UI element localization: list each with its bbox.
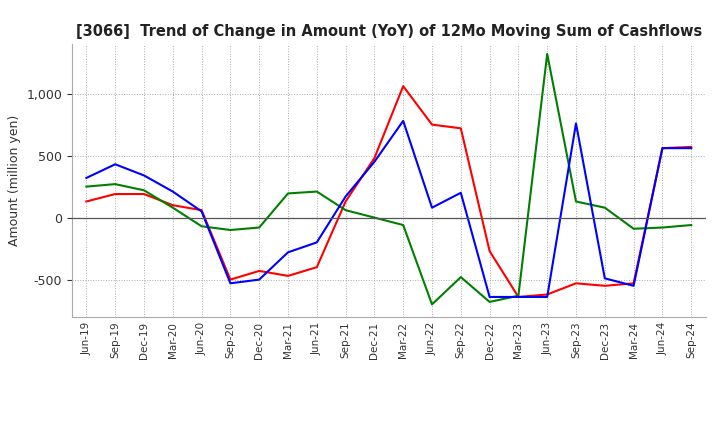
- Operating Cashflow: [600, 283, 609, 289]
- Free Cashflow: [370, 159, 379, 165]
- Line: Operating Cashflow: Operating Cashflow: [86, 86, 691, 297]
- Investing Cashflow: [514, 293, 523, 298]
- Free Cashflow: [82, 175, 91, 180]
- Operating Cashflow: [629, 281, 638, 286]
- Free Cashflow: [399, 118, 408, 124]
- Legend: Operating Cashflow, Investing Cashflow, Free Cashflow: Operating Cashflow, Investing Cashflow, …: [139, 438, 639, 440]
- Free Cashflow: [629, 283, 638, 289]
- Investing Cashflow: [82, 184, 91, 189]
- Operating Cashflow: [312, 264, 321, 270]
- Line: Free Cashflow: Free Cashflow: [86, 121, 691, 297]
- Free Cashflow: [140, 173, 148, 178]
- Operating Cashflow: [226, 277, 235, 282]
- Operating Cashflow: [111, 191, 120, 197]
- Operating Cashflow: [82, 199, 91, 204]
- Operating Cashflow: [428, 122, 436, 127]
- Operating Cashflow: [255, 268, 264, 274]
- Investing Cashflow: [629, 226, 638, 231]
- Free Cashflow: [600, 276, 609, 281]
- Investing Cashflow: [341, 208, 350, 213]
- Free Cashflow: [312, 240, 321, 245]
- Free Cashflow: [456, 190, 465, 195]
- Operating Cashflow: [341, 199, 350, 204]
- Free Cashflow: [111, 161, 120, 167]
- Investing Cashflow: [658, 225, 667, 230]
- Investing Cashflow: [485, 299, 494, 304]
- Operating Cashflow: [543, 292, 552, 297]
- Investing Cashflow: [312, 189, 321, 194]
- Operating Cashflow: [399, 84, 408, 89]
- Investing Cashflow: [572, 199, 580, 204]
- Investing Cashflow: [370, 215, 379, 220]
- Investing Cashflow: [399, 222, 408, 227]
- Free Cashflow: [658, 146, 667, 151]
- Investing Cashflow: [255, 225, 264, 230]
- Investing Cashflow: [111, 181, 120, 187]
- Investing Cashflow: [428, 302, 436, 307]
- Operating Cashflow: [514, 294, 523, 300]
- Y-axis label: Amount (million yen): Amount (million yen): [8, 115, 21, 246]
- Free Cashflow: [197, 209, 206, 214]
- Investing Cashflow: [543, 51, 552, 57]
- Operating Cashflow: [456, 126, 465, 131]
- Operating Cashflow: [572, 281, 580, 286]
- Free Cashflow: [226, 281, 235, 286]
- Operating Cashflow: [140, 191, 148, 197]
- Free Cashflow: [255, 277, 264, 282]
- Operating Cashflow: [370, 155, 379, 161]
- Free Cashflow: [168, 189, 177, 194]
- Free Cashflow: [543, 294, 552, 300]
- Operating Cashflow: [168, 202, 177, 208]
- Investing Cashflow: [168, 205, 177, 210]
- Free Cashflow: [687, 146, 696, 151]
- Operating Cashflow: [485, 249, 494, 254]
- Line: Investing Cashflow: Investing Cashflow: [86, 54, 691, 304]
- Investing Cashflow: [226, 227, 235, 233]
- Title: [3066]  Trend of Change in Amount (YoY) of 12Mo Moving Sum of Cashflows: [3066] Trend of Change in Amount (YoY) o…: [76, 24, 702, 39]
- Free Cashflow: [514, 294, 523, 300]
- Free Cashflow: [428, 205, 436, 210]
- Free Cashflow: [485, 294, 494, 300]
- Investing Cashflow: [456, 275, 465, 280]
- Operating Cashflow: [197, 208, 206, 213]
- Operating Cashflow: [687, 144, 696, 150]
- Free Cashflow: [341, 194, 350, 199]
- Investing Cashflow: [687, 222, 696, 227]
- Operating Cashflow: [658, 146, 667, 151]
- Free Cashflow: [572, 121, 580, 126]
- Investing Cashflow: [197, 224, 206, 229]
- Free Cashflow: [284, 249, 292, 255]
- Operating Cashflow: [284, 273, 292, 279]
- Investing Cashflow: [600, 205, 609, 210]
- Investing Cashflow: [140, 188, 148, 193]
- Investing Cashflow: [284, 191, 292, 196]
